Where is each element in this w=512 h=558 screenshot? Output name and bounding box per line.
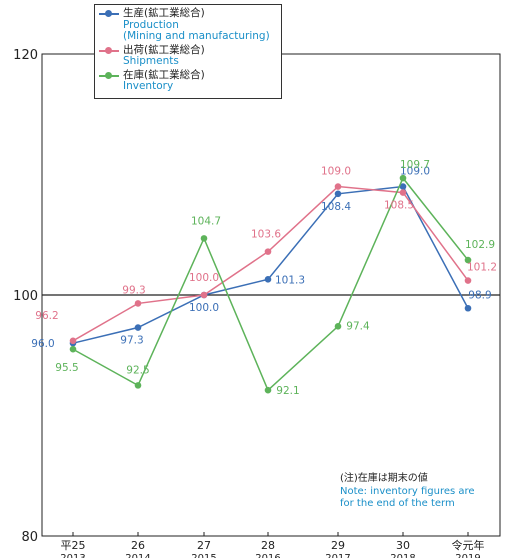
data-label: 92.5 (126, 364, 149, 376)
legend-label-production: 生産(鉱工業総合) (123, 7, 205, 19)
note-en-1: Note: inventory figures are (340, 485, 475, 497)
data-label: 108.4 (321, 201, 351, 213)
x-category-year: 2013 (60, 553, 85, 558)
data-point (264, 276, 272, 283)
legend-label-production-en-2: (Mining and manufacturing) (123, 30, 270, 42)
x-category-year: 2018 (390, 553, 415, 558)
data-label: 100.0 (189, 302, 219, 314)
x-category-year: 2017 (325, 553, 350, 558)
x-category-year: 2019 (455, 553, 480, 558)
data-point (334, 323, 342, 330)
data-label: 109.7 (400, 159, 430, 171)
x-category-label: 29 (331, 539, 345, 552)
x-category-label: 令元年 (452, 538, 485, 552)
data-label: 98.9 (468, 289, 491, 301)
data-label: 96.0 (31, 338, 54, 350)
legend-item-inventory: 在庫(鉱工業総合) Inventory (99, 68, 277, 93)
data-label: 101.2 (467, 262, 497, 274)
data-point (399, 174, 407, 182)
plot-frame (41, 53, 501, 537)
data-point (464, 304, 472, 312)
data-label: 99.3 (122, 284, 145, 296)
data-point (464, 277, 472, 284)
x-category-year: 2015 (191, 553, 216, 558)
y-axis-ticks: 120 100 80 (13, 48, 38, 545)
y-tick-label: 80 (21, 530, 38, 545)
data-label: 96.2 (35, 310, 58, 322)
data-label: 102.9 (465, 239, 495, 251)
data-point (134, 300, 142, 307)
legend-label-inventory: 在庫(鉱工業総合) (123, 68, 205, 81)
data-label: 97.3 (120, 335, 143, 347)
legend-swatch-shipments (99, 46, 119, 54)
legend-label-shipments: 出荷(鉱工業総合) (123, 43, 205, 56)
y-tick-label: 100 (13, 289, 38, 304)
data-label: 109.0 (321, 166, 351, 178)
x-category-label: 平25 (61, 539, 86, 552)
data-label: 95.5 (55, 362, 78, 374)
x-category-year: 2014 (125, 553, 150, 558)
x-axis-categories: 平252013 262014 272015 282016 292017 302018 令元年… (60, 532, 485, 558)
data-point (69, 345, 77, 353)
data-point (399, 189, 407, 196)
x-category-label: 26 (131, 539, 145, 552)
data-label: 104.7 (191, 215, 221, 227)
note-jp: (注)在庫は期末の値 (340, 473, 428, 484)
data-label: 100.0 (189, 272, 219, 284)
data-point (134, 382, 142, 389)
data-label: 97.4 (346, 320, 370, 332)
data-point (200, 291, 208, 299)
data-label: 108.5 (384, 200, 414, 212)
data-label: 92.1 (276, 385, 299, 397)
legend-item-shipments: 出荷(鉱工業総合) Shipments (99, 43, 277, 68)
data-point (264, 386, 272, 394)
note-en-2: for the end of the term (340, 498, 455, 509)
data-point (69, 337, 77, 345)
legend-label-inventory-en: Inventory (123, 80, 174, 92)
legend: 生産(鉱工業総合) Production (Mining and manufac… (94, 4, 282, 99)
data-point (399, 183, 407, 190)
x-category-label: 30 (396, 539, 410, 552)
data-point (264, 248, 272, 255)
x-category-label: 27 (197, 539, 211, 552)
data-label: 101.3 (275, 274, 305, 286)
x-category-label: 28 (261, 539, 275, 552)
data-labels: 96.0 97.3 100.0 101.3 108.4 109.0 98.9 96.2 99.3… (31, 159, 497, 397)
data-point (200, 235, 208, 242)
data-point (334, 183, 342, 190)
legend-swatch-production (99, 10, 119, 17)
x-category-year: 2016 (255, 553, 280, 558)
y-tick-label: 120 (13, 48, 38, 63)
data-point (134, 324, 142, 331)
data-point (464, 256, 472, 264)
data-point (334, 190, 342, 198)
series-lines (69, 174, 472, 394)
chart-note: (注)在庫は期末の値 Note: inventory figures are f… (340, 473, 490, 511)
legend-label-production-en-1: Production (123, 18, 179, 31)
legend-item-production: 生産(鉱工業総合) Production (Mining and manufac… (99, 7, 277, 43)
data-label: 109.0 (400, 166, 430, 178)
legend-swatch-inventory (99, 71, 119, 79)
legend-label-shipments-en: Shipments (123, 55, 179, 67)
data-label: 103.6 (251, 229, 281, 241)
